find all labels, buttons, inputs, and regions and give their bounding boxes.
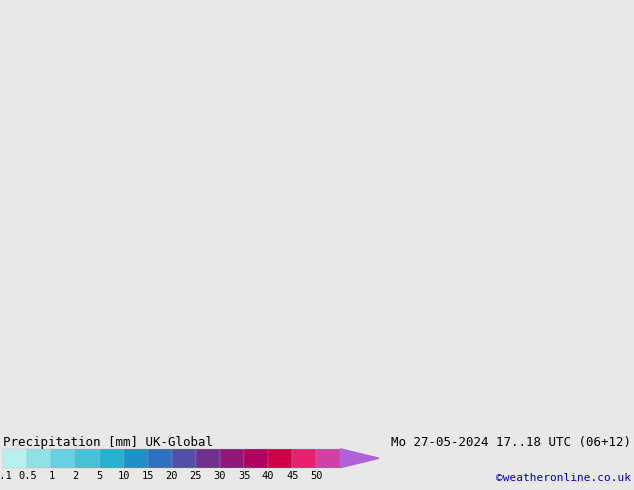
Text: 15: 15 [141, 471, 154, 481]
Text: 10: 10 [117, 471, 130, 481]
Polygon shape [340, 449, 379, 467]
Text: 25: 25 [190, 471, 202, 481]
Text: 5: 5 [96, 471, 103, 481]
Bar [3, 449, 27, 467]
Bar [172, 449, 196, 467]
Text: 50: 50 [310, 471, 323, 481]
Bar [51, 449, 75, 467]
Bar [292, 449, 316, 467]
Text: Mo 27-05-2024 17..18 UTC (06+12): Mo 27-05-2024 17..18 UTC (06+12) [391, 436, 631, 449]
Bar [268, 449, 292, 467]
Bar [220, 449, 244, 467]
Text: Precipitation [mm] UK-Global: Precipitation [mm] UK-Global [3, 436, 213, 449]
Bar [27, 449, 51, 467]
Text: 2: 2 [72, 471, 79, 481]
Text: 1: 1 [48, 471, 55, 481]
Text: 20: 20 [165, 471, 178, 481]
Text: 40: 40 [262, 471, 275, 481]
Text: 30: 30 [214, 471, 226, 481]
Bar [75, 449, 100, 467]
Text: 35: 35 [238, 471, 250, 481]
Bar [244, 449, 268, 467]
Text: 0.1: 0.1 [0, 471, 13, 481]
Bar [196, 449, 220, 467]
Text: ©weatheronline.co.uk: ©weatheronline.co.uk [496, 473, 631, 483]
Bar [124, 449, 148, 467]
Bar [148, 449, 172, 467]
Text: 45: 45 [286, 471, 299, 481]
Text: 0.5: 0.5 [18, 471, 37, 481]
Bar [316, 449, 340, 467]
Bar [100, 449, 124, 467]
